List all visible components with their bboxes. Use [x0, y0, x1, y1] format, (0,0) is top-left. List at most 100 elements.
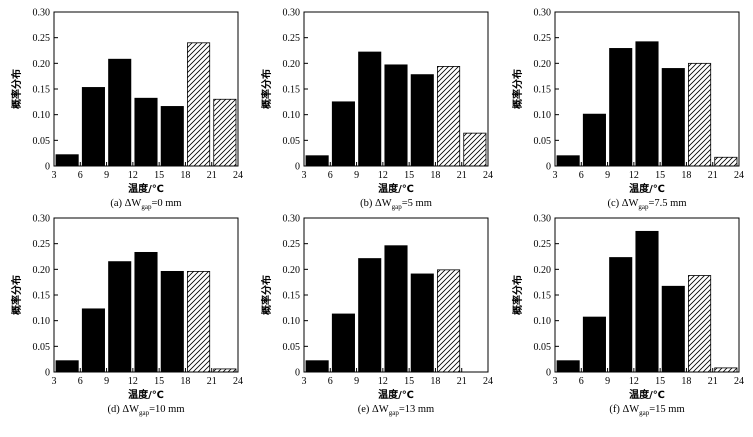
- y-axis-label: 概率分布: [511, 275, 524, 315]
- x-axis-label: 温度/℃: [128, 182, 164, 195]
- y-tick-label: 0.05: [283, 136, 301, 147]
- hatched-bar-5: [688, 275, 712, 373]
- y-tick-label: 0.15: [534, 85, 552, 96]
- hatched-bar-5: [187, 270, 211, 373]
- y-tick-label: 0.25: [283, 33, 301, 44]
- x-tick-label: 24: [483, 376, 493, 387]
- x-tick-label: 3: [302, 170, 307, 181]
- x-tick-label: 15: [655, 376, 665, 387]
- chart-panel-3: 0 0.05 0.10 0.15 0.20 0.25 0.30 3 6 9 12 15 18 21 24 温度…: [10, 214, 243, 418]
- y-tick-label: 0.30: [33, 8, 51, 19]
- x-tick-label: 6: [579, 376, 584, 387]
- hatched-bar-5: [437, 66, 461, 167]
- x-tick-label: 12: [128, 376, 138, 387]
- x-tick-label: 6: [78, 170, 83, 181]
- y-tick-label: 0: [295, 368, 300, 379]
- panel-caption: (e) ΔWgap=13 mm: [358, 404, 434, 417]
- bar-1: [582, 113, 606, 167]
- y-tick-label: 0.05: [534, 342, 552, 353]
- y-axis-label: 概率分布: [260, 275, 273, 315]
- bar-3: [635, 41, 659, 167]
- y-tick-label: 0.15: [534, 291, 552, 302]
- panel-caption: (a) ΔWgap=0 mm: [110, 198, 181, 211]
- y-tick-label: 0.05: [33, 342, 51, 353]
- x-tick-label: 24: [233, 376, 243, 387]
- x-tick-label: 21: [457, 170, 467, 181]
- bar-0: [305, 360, 329, 373]
- bar-3: [384, 245, 408, 373]
- x-tick-label: 3: [52, 376, 57, 387]
- x-tick-label: 18: [180, 170, 190, 181]
- y-tick-label: 0: [295, 162, 300, 173]
- bar-3: [635, 230, 659, 373]
- x-tick-label: 6: [328, 376, 333, 387]
- y-tick-label: 0.15: [283, 291, 301, 302]
- y-tick-label: 0.25: [283, 239, 301, 250]
- hatched-bar-5: [437, 269, 461, 373]
- y-tick-label: 0.30: [283, 214, 301, 225]
- bar-2: [358, 258, 382, 373]
- y-tick-label: 0.30: [283, 8, 301, 19]
- y-tick-label: 0.30: [33, 214, 51, 225]
- y-tick-label: 0.30: [534, 8, 552, 19]
- hatched-bar-6: [714, 367, 738, 373]
- x-tick-label: 9: [104, 170, 109, 181]
- x-axis-label: 温度/℃: [629, 182, 665, 195]
- x-tick-label: 18: [430, 170, 440, 181]
- panel-caption: (f) ΔWgap=15 mm: [609, 404, 684, 417]
- y-axis-label: 概率分布: [10, 275, 23, 315]
- hatched-bar-6: [714, 156, 738, 167]
- x-axis-label: 温度/℃: [629, 388, 665, 401]
- y-tick-label: 0: [45, 162, 50, 173]
- y-tick-label: 0.10: [33, 110, 51, 121]
- bar-4: [410, 273, 434, 373]
- y-tick-label: 0.10: [534, 110, 552, 121]
- x-tick-label: 18: [430, 376, 440, 387]
- x-tick-label: 12: [128, 170, 138, 181]
- chart-panel-0: 0 0.05 0.10 0.15 0.20 0.25 0.30 3 6 9 12 15 18 21 24 温度…: [10, 8, 243, 212]
- x-axis-label: 温度/℃: [378, 388, 414, 401]
- hatched-bar-5: [688, 62, 712, 167]
- bar-4: [160, 106, 184, 167]
- x-tick-label: 21: [708, 376, 718, 387]
- chart-panel-2: 0 0.05 0.10 0.15 0.20 0.25 0.30 3 6 9 12 15 18 21 24 温度…: [511, 8, 744, 212]
- bar-3: [134, 97, 158, 167]
- y-tick-label: 0.30: [534, 214, 552, 225]
- y-tick-label: 0.20: [283, 59, 301, 70]
- bar-1: [582, 316, 606, 373]
- y-tick-label: 0.25: [33, 33, 51, 44]
- x-tick-label: 15: [404, 170, 414, 181]
- y-tick-label: 0.15: [33, 291, 51, 302]
- x-tick-label: 15: [154, 170, 164, 181]
- y-tick-label: 0: [45, 368, 50, 379]
- bar-2: [108, 58, 132, 167]
- x-tick-label: 9: [104, 376, 109, 387]
- bar-1: [81, 87, 105, 167]
- y-tick-label: 0.20: [33, 59, 51, 70]
- bar-4: [160, 270, 184, 373]
- y-tick-label: 0.10: [283, 110, 301, 121]
- x-tick-label: 12: [629, 376, 639, 387]
- y-tick-label: 0.15: [33, 85, 51, 96]
- bar-0: [305, 155, 329, 167]
- y-tick-label: 0.05: [283, 342, 301, 353]
- y-tick-label: 0.20: [33, 265, 51, 276]
- hatched-bar-5: [187, 42, 211, 167]
- x-tick-label: 18: [681, 376, 691, 387]
- x-tick-label: 9: [354, 170, 359, 181]
- y-tick-label: 0.20: [534, 59, 552, 70]
- x-axis-label: 温度/℃: [128, 388, 164, 401]
- bar-1: [331, 101, 355, 167]
- bar-2: [358, 51, 382, 167]
- x-tick-label: 3: [302, 376, 307, 387]
- y-tick-label: 0.25: [534, 239, 552, 250]
- x-tick-label: 21: [708, 170, 718, 181]
- bar-4: [661, 68, 685, 167]
- y-tick-label: 0: [546, 368, 551, 379]
- bar-3: [384, 64, 408, 167]
- x-tick-label: 12: [629, 170, 639, 181]
- panel-caption: (b) ΔWgap=5 mm: [360, 198, 432, 211]
- y-tick-label: 0.20: [534, 265, 552, 276]
- x-tick-label: 3: [553, 376, 558, 387]
